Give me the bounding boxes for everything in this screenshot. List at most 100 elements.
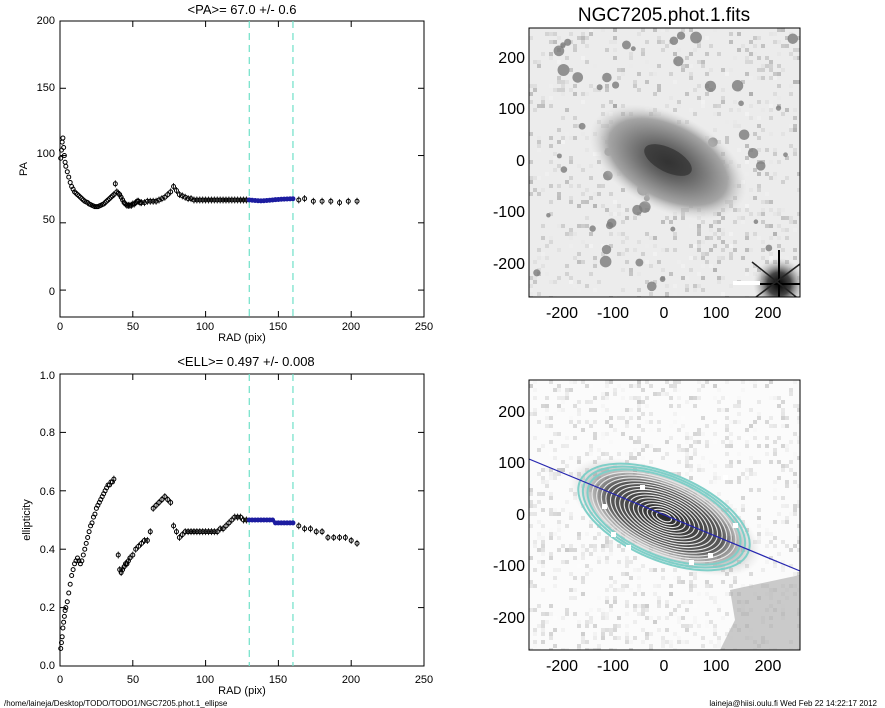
isophote-image-panel: 200 100 0 -100 -200 -200 -100 0 100 200	[493, 379, 801, 675]
ell-tick-marks	[59, 373, 425, 667]
ell-data-point	[141, 537, 147, 543]
img1-y-tick-100: 100	[498, 101, 525, 118]
field-star	[546, 213, 551, 218]
pa-data-point	[139, 200, 145, 206]
galaxy-image-frame	[528, 27, 801, 298]
field-star	[669, 36, 679, 46]
ell-data-point	[185, 529, 191, 535]
pa-data-point	[206, 197, 212, 203]
ell-x-tick-0: 0	[57, 674, 63, 686]
ell-x-tick-50: 50	[127, 674, 139, 686]
pa-data-point	[310, 198, 316, 204]
ell-data-point	[82, 546, 88, 552]
pa-data-point	[168, 189, 174, 195]
ell-y-ticks: 0.0 0.2 0.4 0.6 0.8 1.0	[40, 370, 55, 672]
field-star	[635, 258, 644, 267]
ell-x-tick-250: 250	[415, 674, 433, 686]
img1-x-tick-200: 200	[755, 305, 782, 322]
field-star	[611, 81, 620, 89]
isophote-ellipse	[623, 491, 705, 543]
ell-data-point	[67, 581, 73, 587]
ell-data-point	[83, 540, 89, 546]
ell-data-point	[232, 514, 238, 520]
pa-data-point	[235, 197, 241, 203]
img2-x-tick-m100: -100	[597, 658, 629, 675]
isophote-ellipse	[632, 497, 696, 537]
ell-data-point	[220, 526, 226, 532]
pa-data-point	[290, 196, 296, 202]
field-star	[731, 80, 744, 92]
ell-plot-frame	[59, 373, 425, 667]
pa-data-point	[173, 188, 179, 194]
pa-x-tick-150: 150	[269, 321, 287, 333]
isophote-ellipse	[605, 480, 723, 554]
ell-data-point	[60, 625, 66, 631]
pa-data-point	[238, 197, 244, 203]
field-star	[704, 80, 717, 93]
ell-data-point	[238, 514, 244, 520]
ell-data-point	[217, 526, 223, 532]
field-star	[670, 226, 676, 232]
ell-data-point	[130, 552, 136, 558]
field-star	[589, 225, 596, 232]
pa-data-point	[220, 197, 226, 203]
pa-data-point	[232, 197, 238, 203]
ell-data-point	[208, 529, 214, 535]
pa-y-tick-150: 150	[37, 82, 55, 94]
pa-data-point	[61, 144, 67, 150]
field-star	[606, 218, 617, 228]
pa-data-point	[319, 198, 325, 204]
field-star	[564, 38, 572, 46]
ell-x-ticks: 0 50 100 150 200 250	[57, 674, 433, 686]
ell-data-point	[92, 511, 98, 517]
ell-data-point	[319, 529, 325, 535]
ell-data-point	[270, 517, 276, 523]
img1-y-tick-m200: -200	[493, 256, 525, 273]
img2-x-tick-100: 100	[703, 658, 730, 675]
ell-data-point	[66, 590, 72, 596]
ell-data-point	[348, 537, 354, 543]
ell-data-point	[211, 529, 217, 535]
isophote-ellipse	[637, 500, 691, 534]
pa-data-point	[58, 155, 64, 161]
img1-y-tick-200: 200	[498, 50, 525, 67]
field-star	[755, 161, 766, 171]
pa-data-point	[59, 139, 65, 145]
field-star	[747, 147, 759, 159]
pa-data-point	[296, 197, 302, 203]
field-star	[630, 46, 636, 52]
ell-data-point	[179, 532, 185, 538]
masked-pixel	[733, 523, 738, 528]
ell-data-point	[156, 499, 162, 505]
ell-data-point	[173, 529, 179, 535]
img2-x-tick-m200: -200	[546, 658, 578, 675]
pa-x-tick-50: 50	[127, 321, 139, 333]
ell-data-point	[296, 523, 302, 529]
field-star	[783, 152, 788, 158]
isophote-ellipse	[609, 483, 719, 551]
ell-data-point	[69, 572, 75, 578]
field-star	[676, 31, 686, 40]
pa-data-point	[62, 159, 68, 165]
ell-data-point	[302, 526, 308, 532]
pa-data-point	[171, 183, 177, 189]
ell-data-point	[64, 599, 70, 605]
ell-y-tick-0-4: 0.4	[40, 544, 55, 556]
field-star	[533, 269, 541, 277]
ell-y-tick-0: 0.0	[40, 660, 55, 672]
ell-data-point	[85, 535, 91, 541]
ell-data-point	[127, 555, 133, 561]
ell-data-point	[171, 523, 177, 529]
pa-data-point	[345, 198, 351, 204]
pa-data-point	[211, 197, 217, 203]
ell-data-point	[58, 640, 64, 646]
isophote-ellipse	[591, 471, 737, 563]
galaxy-image-panel: NGC7205.phot.1.fits 200 100 0 -100 -200 …	[493, 5, 801, 322]
field-star	[738, 100, 744, 107]
ell-data-point	[235, 514, 241, 520]
ell-data-point	[61, 619, 67, 625]
field-star	[646, 281, 657, 292]
isophote-ellipse	[651, 508, 677, 526]
pa-data-point	[64, 169, 70, 175]
